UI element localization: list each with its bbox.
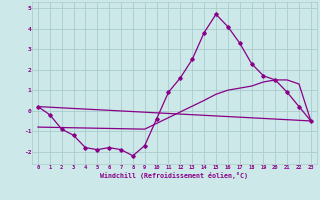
X-axis label: Windchill (Refroidissement éolien,°C): Windchill (Refroidissement éolien,°C)	[100, 172, 248, 179]
